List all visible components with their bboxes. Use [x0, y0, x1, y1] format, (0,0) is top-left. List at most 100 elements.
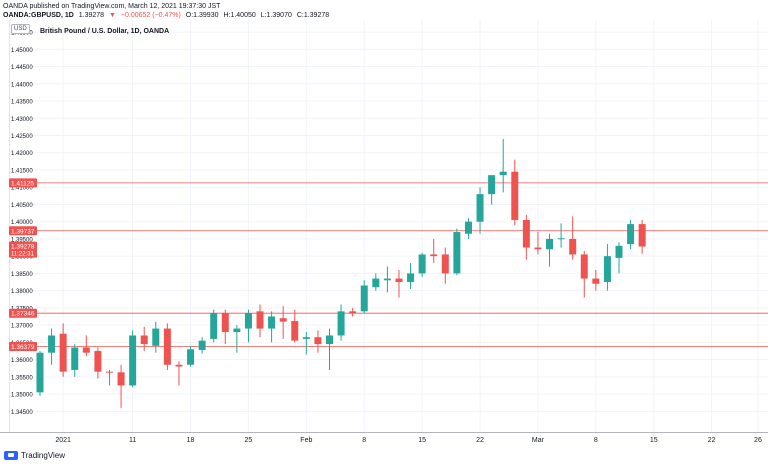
candle-body — [360, 285, 368, 312]
candle-body — [522, 219, 530, 248]
price-change: −0.00652 (−0.47%) — [120, 12, 181, 19]
brand-name: TradingView — [21, 451, 66, 460]
candle[interactable] — [187, 345, 195, 367]
candle[interactable] — [395, 269, 403, 298]
candle[interactable] — [163, 323, 171, 370]
candle-body — [48, 335, 56, 353]
candle[interactable] — [129, 330, 137, 388]
candle[interactable] — [244, 309, 252, 343]
candle-body — [569, 238, 577, 255]
candle-body — [638, 224, 646, 247]
candle-body — [615, 245, 623, 258]
candle-body — [441, 254, 449, 274]
candle[interactable] — [221, 309, 229, 345]
last-price-label: 1.39278 — [11, 244, 35, 251]
y-tick-label: 1.36000 — [11, 358, 33, 364]
candle[interactable] — [256, 304, 264, 338]
candle[interactable] — [488, 175, 496, 205]
candle[interactable] — [580, 250, 588, 298]
candle[interactable] — [592, 269, 600, 291]
symbol-name: OANDA:GBPUSD, 1D — [3, 12, 74, 19]
hline-price-badge — [9, 178, 37, 188]
hline-price-badge — [9, 226, 37, 236]
hline-price-label: 1.37346 — [11, 311, 35, 318]
candle-body — [476, 194, 484, 222]
x-tick-label: 18 — [187, 437, 195, 444]
candle[interactable] — [557, 223, 565, 248]
candle[interactable] — [372, 273, 380, 291]
candle[interactable] — [407, 263, 415, 289]
candle[interactable] — [453, 228, 461, 276]
candle[interactable] — [152, 321, 160, 353]
candle[interactable] — [71, 344, 79, 377]
candle[interactable] — [82, 335, 90, 357]
candle[interactable] — [94, 347, 102, 379]
candle-body — [291, 320, 299, 341]
y-tick-label: 1.40500 — [11, 203, 33, 209]
x-tick-label: Feb — [300, 437, 312, 444]
currency-badge[interactable]: USD — [11, 24, 30, 34]
candle[interactable] — [499, 138, 507, 193]
footer[interactable]: TradingView — [4, 451, 65, 460]
candle[interactable] — [603, 244, 611, 291]
candle[interactable] — [302, 332, 310, 355]
candle[interactable] — [279, 306, 287, 339]
hline-price-badge — [9, 342, 37, 352]
candle-body — [256, 311, 264, 329]
candle[interactable] — [105, 369, 113, 386]
symbol-info: OANDA:GBPUSD, 1D 1.39278 ▼ −0.00652 (−0.… — [3, 11, 332, 20]
candle[interactable] — [546, 233, 554, 267]
low-value: L:1.39070 — [260, 12, 292, 19]
candle-body — [430, 254, 438, 257]
y-tick-label: 1.39000 — [11, 255, 33, 261]
candle[interactable] — [430, 238, 438, 264]
candle-body — [418, 254, 426, 274]
candle[interactable] — [59, 323, 67, 377]
candle[interactable] — [534, 232, 542, 255]
candle[interactable] — [383, 266, 391, 293]
candle[interactable] — [360, 280, 368, 314]
candle[interactable] — [36, 350, 44, 396]
candle[interactable] — [476, 187, 484, 234]
candle[interactable] — [48, 328, 56, 365]
candle[interactable] — [638, 219, 646, 254]
y-tick-label: 1.41000 — [11, 186, 33, 192]
publish-info: OANDA published on TradingView.com, Marc… — [3, 3, 221, 10]
candle[interactable] — [175, 361, 183, 386]
candle[interactable] — [337, 304, 345, 341]
candle-body — [71, 347, 79, 370]
candle[interactable] — [569, 216, 577, 260]
hline-price-label: 1.39737 — [11, 228, 35, 235]
x-tick-label: 8 — [362, 437, 366, 444]
last-price-badge — [9, 241, 37, 258]
candle[interactable] — [291, 309, 299, 343]
candle-body — [453, 232, 461, 274]
candle[interactable] — [349, 307, 357, 317]
y-tick-label: 1.39500 — [11, 237, 33, 243]
candle[interactable] — [511, 159, 519, 226]
high-value: H:1.40050 — [223, 12, 256, 19]
candle[interactable] — [198, 337, 206, 354]
y-tick-label: 1.42500 — [11, 134, 33, 140]
x-tick-label: 22 — [476, 437, 484, 444]
candle[interactable] — [418, 252, 426, 277]
candle-body — [36, 352, 44, 393]
candle-body — [187, 349, 195, 365]
candle[interactable] — [326, 328, 333, 370]
candle[interactable] — [464, 218, 472, 239]
candle[interactable] — [522, 214, 530, 260]
candle[interactable] — [615, 242, 623, 274]
open-value: O:1.39930 — [185, 12, 219, 19]
y-tick-label: 1.43500 — [11, 100, 33, 106]
close-value: C:1.39278 — [296, 12, 330, 19]
candle[interactable] — [627, 219, 635, 250]
candle[interactable] — [233, 325, 241, 353]
candle[interactable] — [268, 311, 276, 343]
candle[interactable] — [314, 330, 322, 353]
candle-body — [233, 328, 241, 333]
candle[interactable] — [441, 247, 449, 284]
candle[interactable] — [140, 326, 148, 351]
candle[interactable] — [117, 364, 125, 408]
candle[interactable] — [210, 309, 218, 343]
